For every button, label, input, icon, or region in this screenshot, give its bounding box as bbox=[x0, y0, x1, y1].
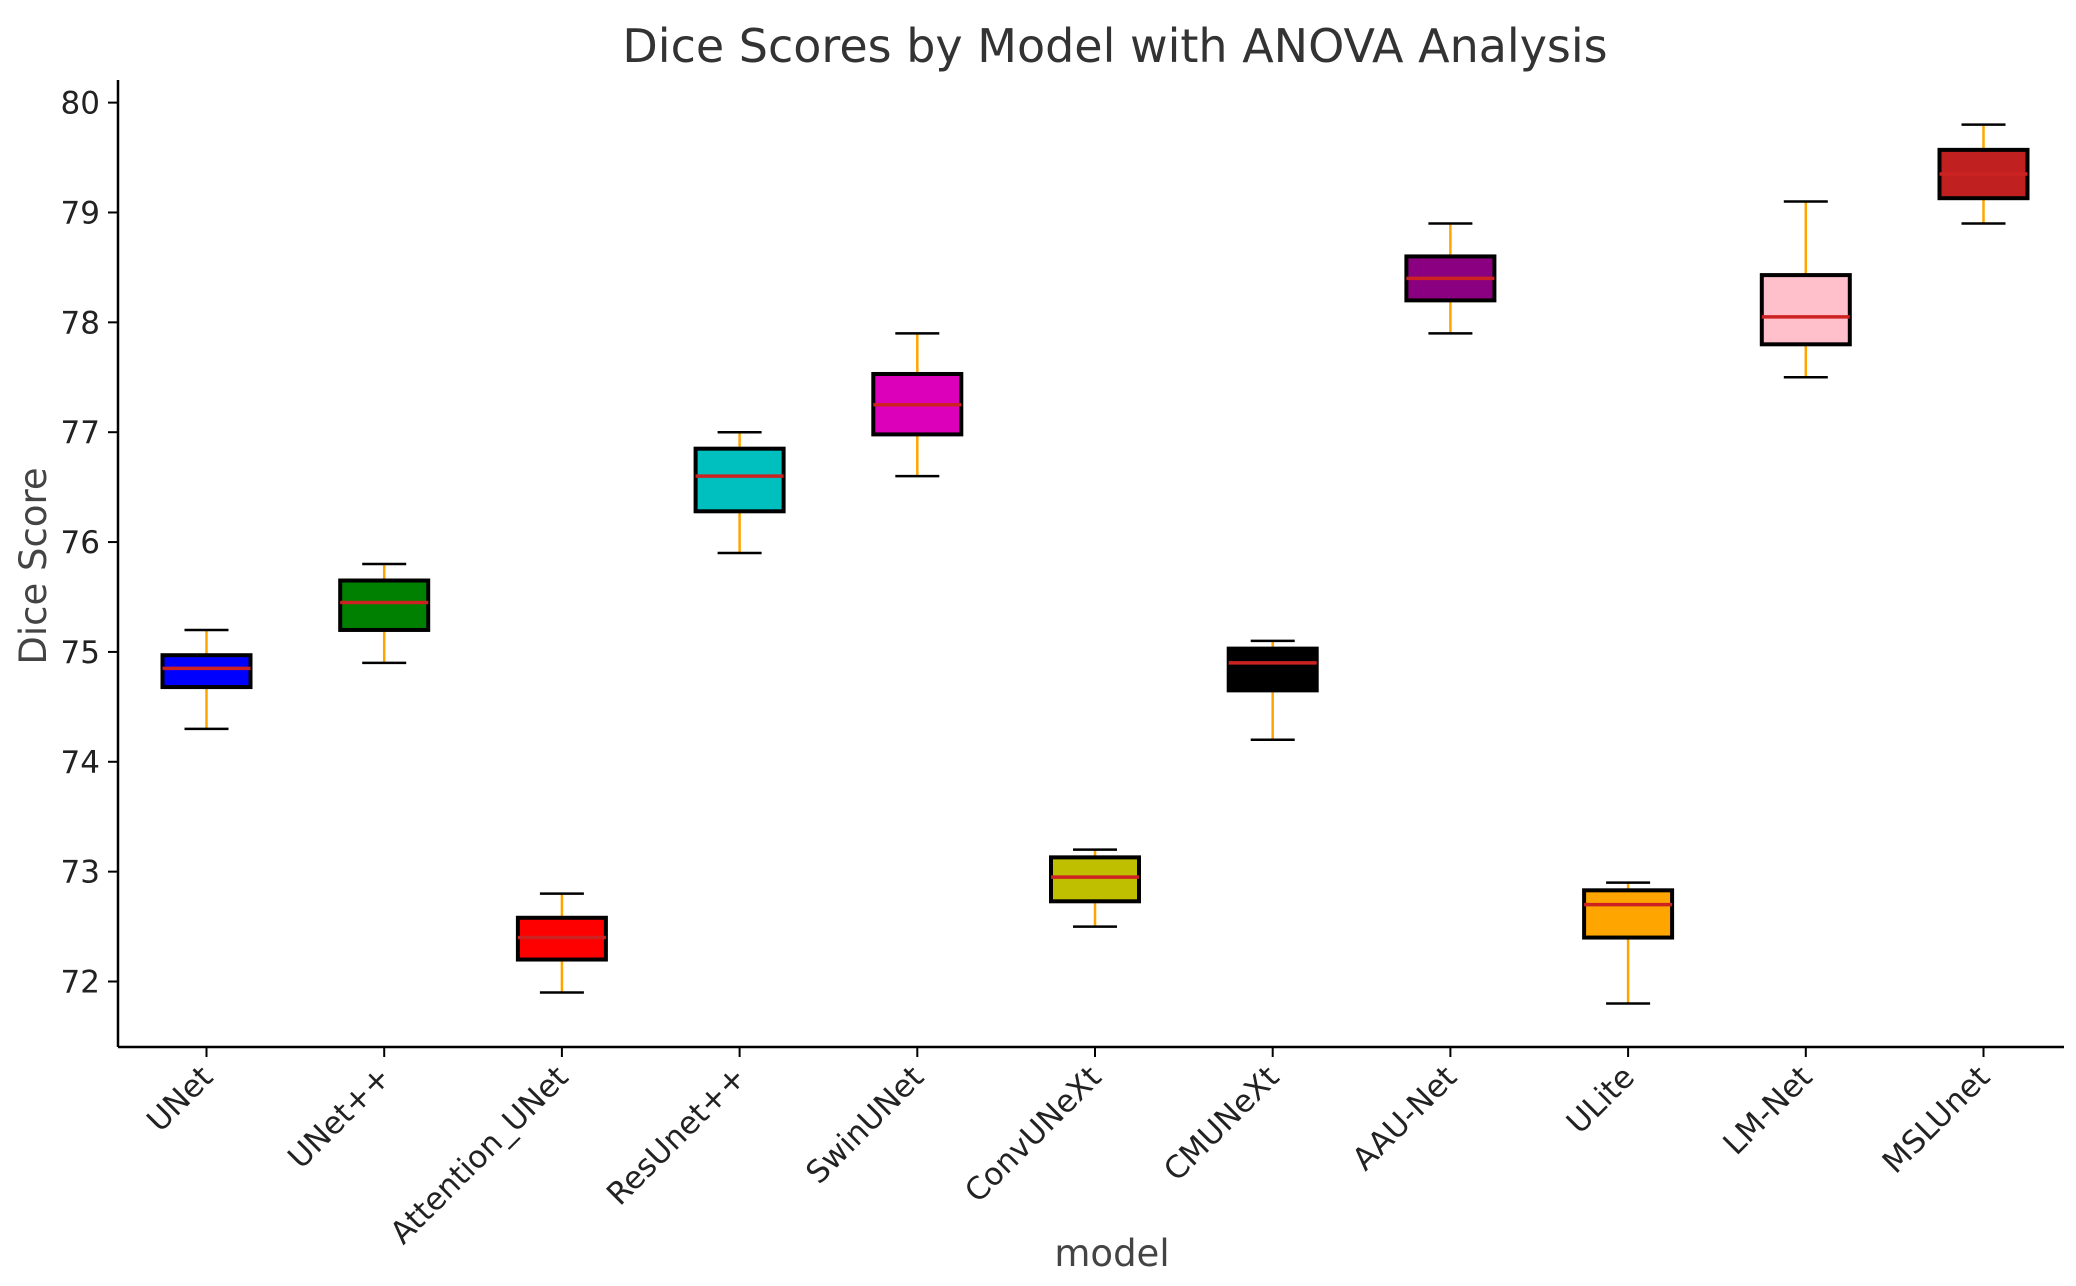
box-swinunet bbox=[871, 332, 964, 478]
box-iqr bbox=[1759, 273, 1852, 347]
y-tick-label: 77 bbox=[61, 415, 100, 451]
x-axis-label: model bbox=[1054, 1232, 1169, 1275]
box-iqr bbox=[1049, 855, 1141, 904]
x-tick-label: Attention_UNet bbox=[383, 1059, 575, 1251]
box-iqr bbox=[1582, 888, 1675, 940]
chart-title: Dice Scores by Model with ANOVA Analysis bbox=[622, 19, 1607, 73]
box-lm-net bbox=[1759, 200, 1852, 379]
box-ulite bbox=[1582, 881, 1675, 1005]
x-tick-label: UNet++ bbox=[281, 1059, 398, 1176]
x-tick-label: CMUNeXt bbox=[1157, 1059, 1286, 1188]
box-unet- bbox=[338, 562, 431, 665]
box-unet bbox=[160, 628, 253, 731]
y-axis-label: Dice Score bbox=[12, 467, 55, 664]
box-iqr bbox=[693, 446, 786, 514]
x-tick-label: LM-Net bbox=[1716, 1059, 1819, 1162]
boxes bbox=[160, 123, 2030, 1005]
box-mslunet bbox=[1937, 123, 2030, 225]
box-iqr bbox=[338, 578, 431, 632]
box-convunext bbox=[1049, 848, 1141, 928]
y-tick-label: 79 bbox=[61, 195, 100, 231]
y-tick-label: 73 bbox=[61, 855, 100, 891]
box-resunet- bbox=[693, 430, 786, 555]
y-tick-label: 78 bbox=[61, 305, 100, 341]
x-tick-label: ResUnet++ bbox=[600, 1059, 753, 1212]
x-tick-label: SwinUNet bbox=[799, 1059, 931, 1191]
y-tick-label: 80 bbox=[61, 86, 100, 122]
y-tick-label: 72 bbox=[61, 965, 100, 1001]
x-tick-label: AAU-Net bbox=[1346, 1059, 1464, 1177]
box-aau-net bbox=[1404, 222, 1497, 335]
y-ticks: 72 73 74 75 76 77 78 79 80 bbox=[61, 86, 118, 1001]
y-tick-label: 76 bbox=[61, 525, 100, 561]
box-iqr bbox=[1226, 646, 1319, 693]
box-iqr bbox=[160, 653, 253, 690]
y-tick-label: 75 bbox=[61, 635, 100, 671]
box-attention-unet bbox=[515, 892, 608, 994]
y-tick-label: 74 bbox=[61, 745, 100, 781]
x-tick-label: ConvUNeXt bbox=[958, 1059, 1109, 1210]
x-ticks: UNet UNet++Attention_UNet ResUnet++ SwinUNe… bbox=[140, 1047, 1997, 1251]
x-tick-label: UNet bbox=[140, 1059, 220, 1139]
x-tick-label: MSLUnet bbox=[1876, 1059, 1997, 1180]
box-cmunext bbox=[1226, 639, 1319, 742]
x-tick-label: ULite bbox=[1560, 1059, 1642, 1141]
